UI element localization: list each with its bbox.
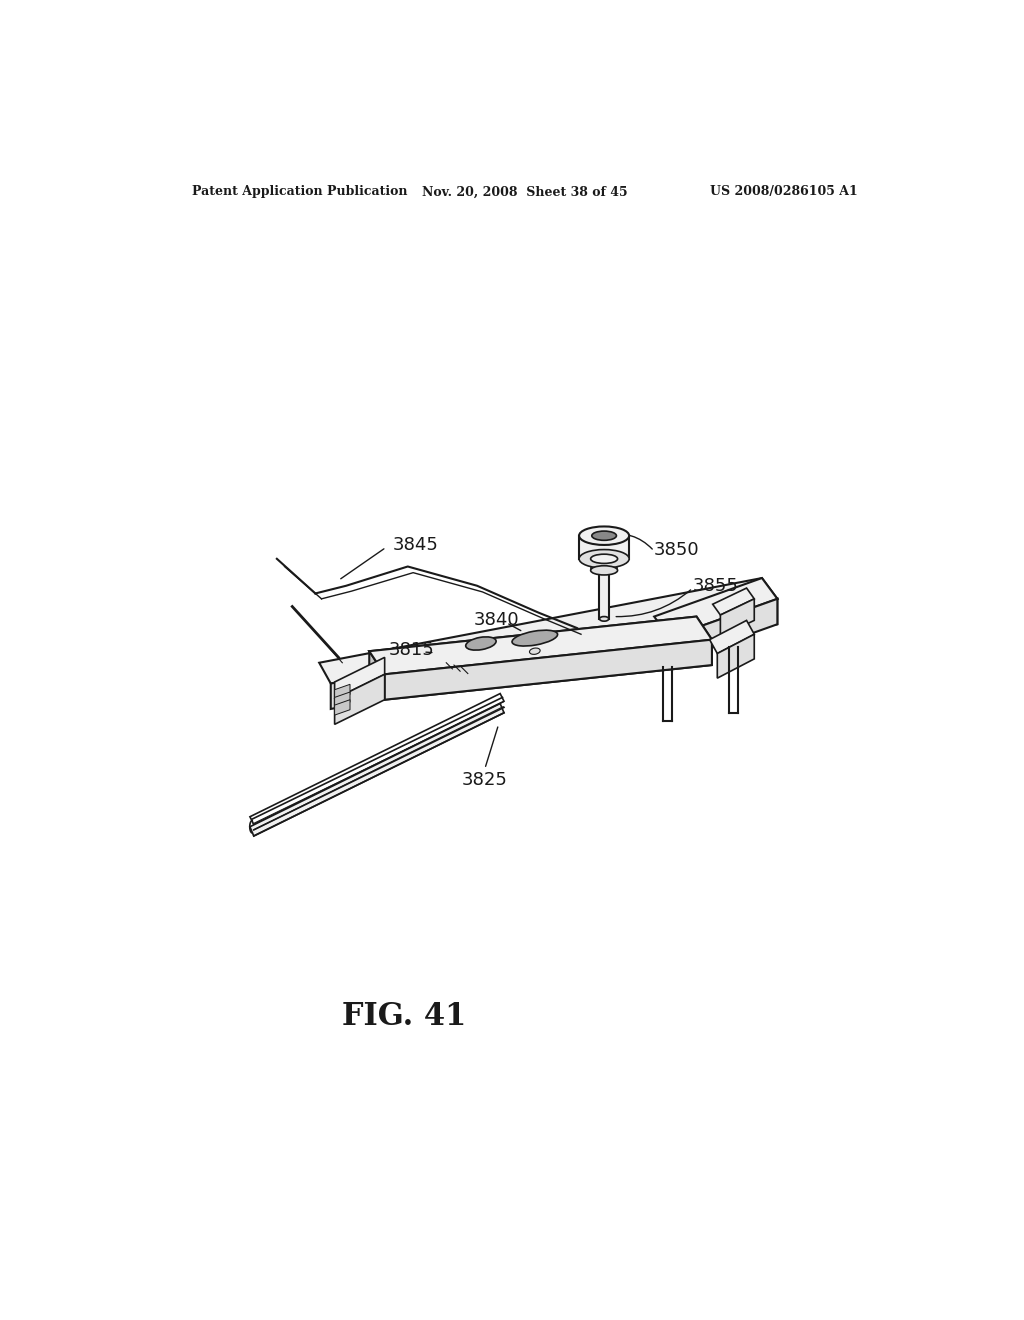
Ellipse shape <box>512 630 558 645</box>
Ellipse shape <box>580 527 629 545</box>
Text: Patent Application Publication: Patent Application Publication <box>193 185 408 198</box>
Polygon shape <box>717 635 755 678</box>
Text: 3825: 3825 <box>462 771 508 788</box>
Polygon shape <box>335 675 385 725</box>
Polygon shape <box>250 693 504 825</box>
Polygon shape <box>335 700 350 715</box>
Text: 3855: 3855 <box>692 577 738 595</box>
Ellipse shape <box>591 554 617 564</box>
Polygon shape <box>335 692 350 708</box>
Text: 3845: 3845 <box>392 536 438 554</box>
Ellipse shape <box>599 616 608 622</box>
Ellipse shape <box>580 549 629 568</box>
Polygon shape <box>580 536 629 558</box>
Text: 3815: 3815 <box>388 640 434 659</box>
Ellipse shape <box>529 648 540 655</box>
Polygon shape <box>591 558 617 570</box>
Polygon shape <box>599 570 608 619</box>
Ellipse shape <box>466 636 496 651</box>
Text: 3840: 3840 <box>473 611 519 630</box>
Text: FIG. 41: FIG. 41 <box>342 1002 466 1032</box>
Polygon shape <box>370 651 385 700</box>
Polygon shape <box>713 589 755 615</box>
Ellipse shape <box>592 531 616 540</box>
Polygon shape <box>335 657 385 700</box>
Polygon shape <box>370 616 712 675</box>
Polygon shape <box>250 704 504 836</box>
Polygon shape <box>720 599 755 636</box>
Text: 3850: 3850 <box>654 541 699 558</box>
Polygon shape <box>319 578 777 684</box>
Polygon shape <box>385 640 712 700</box>
Polygon shape <box>670 599 777 663</box>
Polygon shape <box>331 599 777 709</box>
Polygon shape <box>370 616 712 675</box>
Polygon shape <box>654 578 777 638</box>
Text: US 2008/0286105 A1: US 2008/0286105 A1 <box>710 185 857 198</box>
Polygon shape <box>335 684 350 700</box>
Ellipse shape <box>591 566 617 576</box>
Text: Nov. 20, 2008  Sheet 38 of 45: Nov. 20, 2008 Sheet 38 of 45 <box>422 185 628 198</box>
Polygon shape <box>710 620 755 653</box>
Polygon shape <box>385 640 712 700</box>
